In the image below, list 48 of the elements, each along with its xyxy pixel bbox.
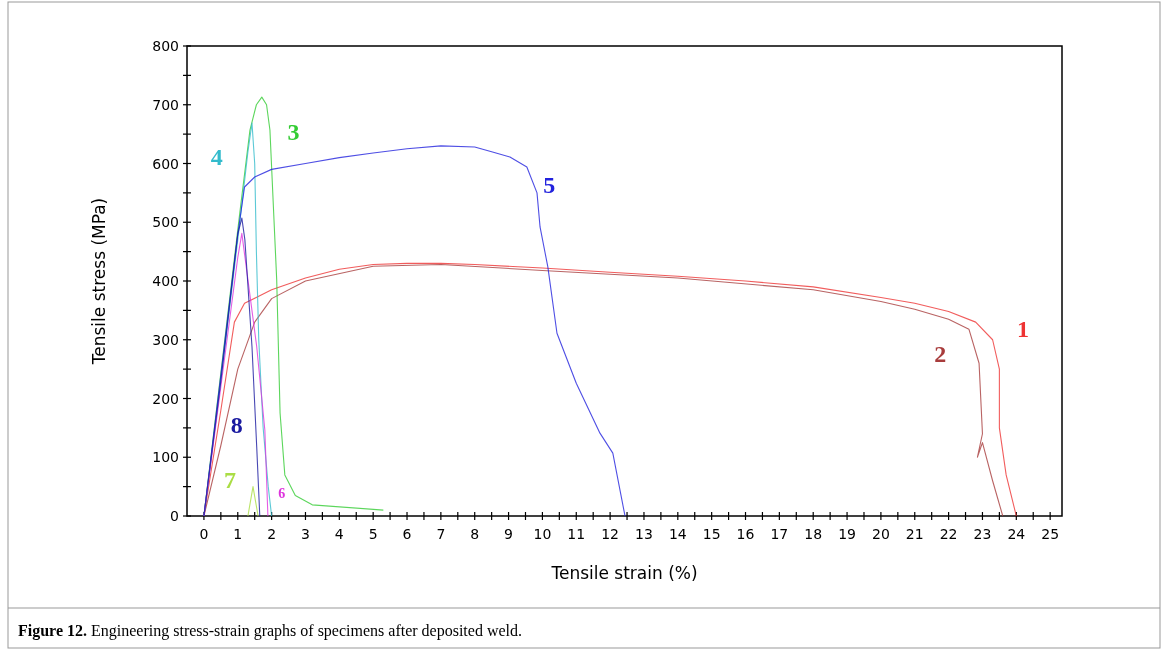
x-tick-label: 4: [334, 526, 344, 542]
x-tick-label: 17: [770, 526, 789, 542]
x-tick-label: 3: [301, 526, 310, 542]
x-tick-label: 2: [267, 526, 277, 542]
series-label: 2: [934, 341, 947, 368]
x-tick-label: 20: [871, 526, 890, 542]
y-tick-label: 700: [152, 96, 179, 113]
x-tick-label: 0: [199, 526, 209, 542]
x-tick-label: 5: [368, 526, 378, 542]
x-tick-label: 23: [973, 526, 992, 542]
series-label: 6: [278, 486, 286, 502]
series-label: 8: [230, 411, 243, 438]
series-label: 1: [1017, 315, 1030, 342]
x-tick-label: 14: [668, 526, 687, 542]
series-label: 5: [543, 171, 556, 198]
x-tick-label: 22: [939, 526, 958, 542]
x-tick-label: 6: [402, 526, 412, 542]
x-tick-label: 15: [702, 526, 721, 542]
y-axis-title: Tensile stress (MPa): [89, 197, 109, 366]
series-label: 3: [287, 119, 300, 145]
x-tick-label: 12: [601, 526, 620, 542]
y-tick-label: 0: [170, 508, 179, 524]
x-tick-label: 24: [1007, 526, 1026, 542]
y-tick-label: 300: [152, 331, 179, 348]
series-label: 7: [223, 466, 236, 493]
y-tick-label: 100: [152, 449, 179, 466]
x-tick-label: 13: [635, 526, 653, 542]
x-tick-label: 21: [905, 526, 924, 542]
x-tick-label: 18: [804, 526, 823, 542]
x-tick-label: 7: [436, 526, 446, 542]
line-series: [203, 217, 261, 517]
y-tick-label: 400: [152, 273, 179, 289]
x-tick-label: 11: [567, 526, 586, 542]
y-tick-label: 600: [152, 155, 179, 172]
caption: Figure 12. Engineering stress-strain graphs of specimens after deposited weld.: [18, 622, 523, 640]
series-label: 4: [210, 143, 223, 170]
x-axis-title: Tensile strain (%): [550, 563, 698, 583]
y-tick-label: 500: [152, 214, 179, 231]
x-tick-label: 8: [470, 526, 480, 542]
x-tick-label: 1: [233, 526, 243, 542]
x-tick-label: 25: [1041, 526, 1060, 542]
x-tick-label: 19: [838, 526, 856, 542]
y-tick-label: 800: [152, 38, 179, 54]
y-tick-label: 200: [152, 390, 179, 407]
x-tick-label: 10: [533, 526, 552, 542]
line-series: [203, 145, 626, 517]
x-tick-label: 16: [736, 526, 755, 542]
x-tick-label: 9: [504, 526, 514, 542]
